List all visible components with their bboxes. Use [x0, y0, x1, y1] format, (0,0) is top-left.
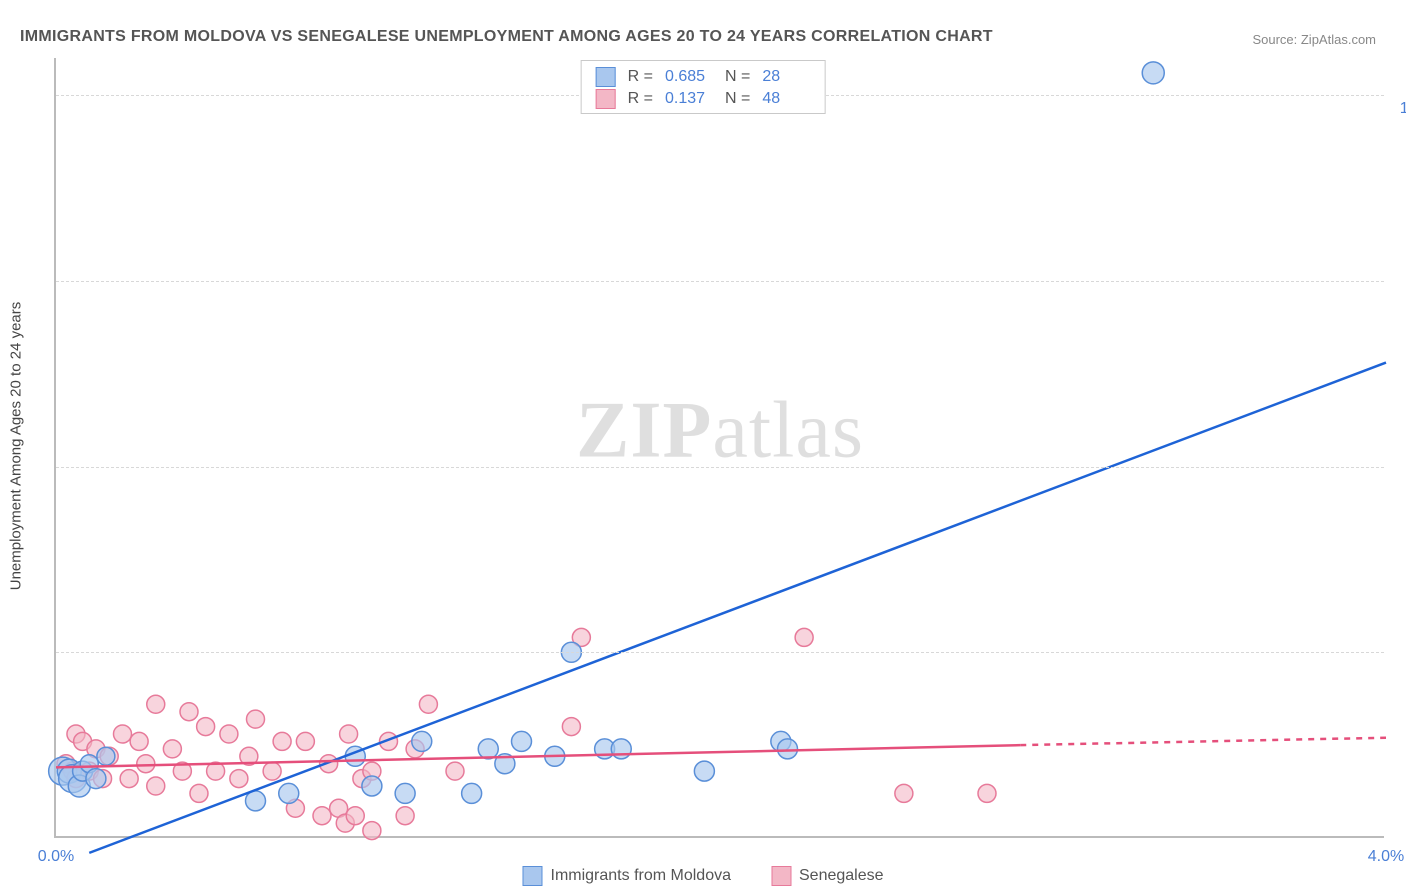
stat-n-value: 28: [762, 68, 810, 86]
data-point: [147, 777, 165, 795]
data-point: [895, 784, 913, 802]
x-tick-label: 0.0%: [38, 848, 74, 866]
data-point: [180, 703, 198, 721]
regression-line: [89, 363, 1386, 853]
data-point: [313, 807, 331, 825]
data-point: [197, 718, 215, 736]
gridline: [56, 652, 1384, 653]
stats-row: R = 0.137 N = 48: [596, 89, 811, 109]
stat-r-value: 0.685: [665, 68, 713, 86]
data-point: [137, 755, 155, 773]
data-point: [296, 732, 314, 750]
data-point: [694, 761, 714, 781]
data-point: [978, 784, 996, 802]
data-point: [120, 770, 138, 788]
data-point: [419, 695, 437, 713]
data-point: [1142, 62, 1164, 84]
data-point: [446, 762, 464, 780]
data-point: [247, 710, 265, 728]
stats-legend-box: R = 0.685 N = 28 R = 0.137 N = 48: [581, 60, 826, 114]
data-point: [97, 747, 115, 765]
data-point: [220, 725, 238, 743]
legend-bottom: Immigrants from Moldova Senegalese: [522, 866, 883, 886]
stat-r-label: R =: [628, 90, 653, 108]
data-point: [562, 718, 580, 736]
stat-r-label: R =: [628, 68, 653, 86]
stat-n-value: 48: [762, 90, 810, 108]
x-tick-label: 4.0%: [1368, 848, 1404, 866]
data-point: [395, 783, 415, 803]
data-point: [462, 783, 482, 803]
legend-item: Immigrants from Moldova: [522, 866, 731, 886]
series-swatch: [596, 89, 616, 109]
data-point: [412, 731, 432, 751]
data-point: [130, 732, 148, 750]
data-point: [396, 807, 414, 825]
y-axis-label: Unemployment Among Ages 20 to 24 years: [8, 302, 25, 591]
data-point: [363, 822, 381, 840]
data-point: [778, 739, 798, 759]
plot-area: ZIPatlas 25.0%50.0%75.0%100.0%0.0%4.0%: [54, 58, 1384, 838]
y-tick-label: 25.0%: [1394, 657, 1406, 675]
data-point: [512, 731, 532, 751]
legend-label: Senegalese: [799, 867, 884, 885]
data-point: [478, 739, 498, 759]
data-point: [795, 628, 813, 646]
legend-label: Immigrants from Moldova: [550, 867, 731, 885]
regression-line-extrapolated: [1020, 738, 1386, 745]
legend-swatch: [522, 866, 542, 886]
data-point: [362, 776, 382, 796]
y-tick-label: 75.0%: [1394, 286, 1406, 304]
data-point: [340, 725, 358, 743]
data-point: [147, 695, 165, 713]
legend-swatch: [771, 866, 791, 886]
data-point: [230, 770, 248, 788]
data-point: [346, 807, 364, 825]
stat-n-label: N =: [725, 68, 750, 86]
data-point: [611, 739, 631, 759]
data-point: [114, 725, 132, 743]
regression-line: [56, 745, 1020, 767]
data-point: [273, 732, 291, 750]
gridline: [56, 467, 1384, 468]
chart-title: IMMIGRANTS FROM MOLDOVA VS SENEGALESE UN…: [20, 28, 993, 46]
stat-n-label: N =: [725, 90, 750, 108]
source-attribution: Source: ZipAtlas.com: [1252, 32, 1376, 47]
y-tick-label: 50.0%: [1394, 472, 1406, 490]
data-point: [163, 740, 181, 758]
data-point: [279, 783, 299, 803]
gridline: [56, 281, 1384, 282]
data-point: [263, 762, 281, 780]
data-point: [86, 769, 106, 789]
scatter-svg: [56, 58, 1384, 836]
data-point: [190, 784, 208, 802]
stat-r-value: 0.137: [665, 90, 713, 108]
legend-item: Senegalese: [771, 866, 884, 886]
stats-row: R = 0.685 N = 28: [596, 67, 811, 87]
y-tick-label: 100.0%: [1394, 100, 1406, 118]
series-swatch: [596, 67, 616, 87]
